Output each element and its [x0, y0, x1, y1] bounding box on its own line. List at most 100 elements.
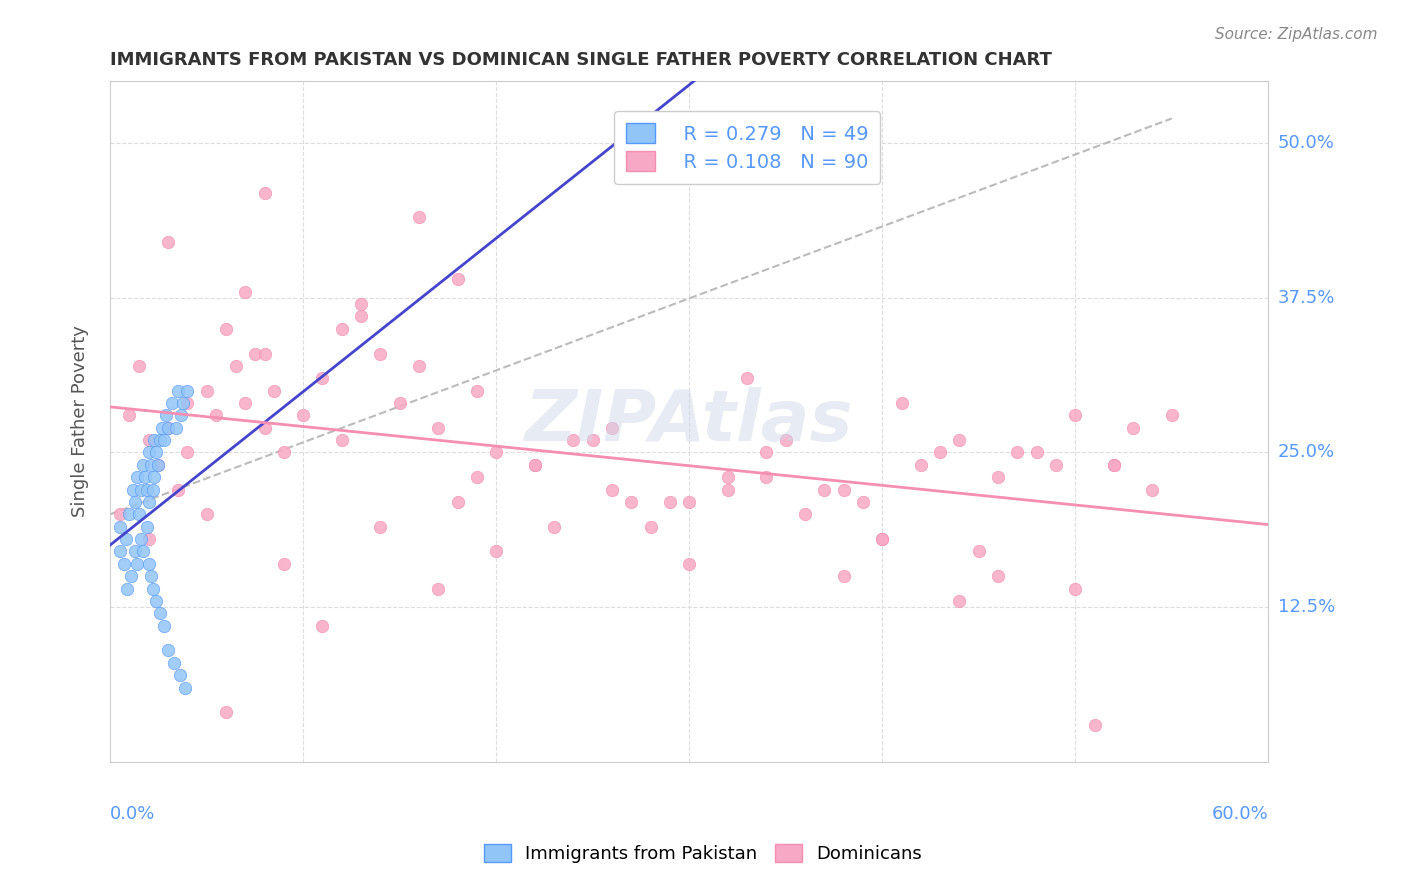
Text: ZIPAtlas: ZIPAtlas: [524, 387, 853, 456]
Point: [910, 458, 932, 472]
Point: [132, 544, 155, 558]
Point: [427, 421, 450, 435]
Point: [160, 396, 183, 410]
Point: [225, 359, 247, 373]
Point: [311, 371, 333, 385]
Point: [562, 433, 585, 447]
Point: [717, 470, 740, 484]
Point: [620, 495, 643, 509]
Point: [330, 433, 353, 447]
Point: [370, 346, 392, 360]
Point: [485, 445, 508, 459]
Point: [987, 569, 1010, 583]
Point: [273, 557, 295, 571]
Point: [253, 186, 276, 200]
Text: 0.0%: 0.0%: [110, 805, 156, 823]
Point: [128, 359, 150, 373]
Point: [543, 519, 565, 533]
Point: [108, 508, 131, 522]
Point: [987, 470, 1010, 484]
Point: [117, 582, 139, 596]
Point: [122, 483, 145, 497]
Point: [139, 569, 162, 583]
Point: [129, 483, 152, 497]
Point: [143, 433, 166, 447]
Point: [253, 421, 276, 435]
Point: [215, 322, 238, 336]
Point: [124, 495, 146, 509]
Text: 50.0%: 50.0%: [1278, 134, 1334, 153]
Point: [174, 681, 197, 695]
Point: [108, 544, 131, 558]
Point: [153, 433, 176, 447]
Point: [156, 421, 179, 435]
Point: [794, 508, 817, 522]
Point: [1083, 717, 1105, 731]
Point: [176, 384, 198, 398]
Point: [135, 483, 157, 497]
Point: [153, 618, 176, 632]
Point: [755, 470, 778, 484]
Point: [138, 445, 160, 459]
Point: [166, 483, 188, 497]
Point: [149, 433, 172, 447]
Point: [170, 409, 193, 423]
Point: [166, 384, 188, 398]
Point: [148, 458, 170, 472]
Point: [205, 409, 228, 423]
Point: [243, 346, 266, 360]
Point: [1102, 458, 1125, 472]
Point: [832, 483, 855, 497]
Point: [292, 409, 315, 423]
Point: [195, 384, 218, 398]
Point: [156, 421, 179, 435]
Point: [1160, 409, 1182, 423]
Point: [523, 458, 546, 472]
Point: [155, 409, 177, 423]
Point: [678, 557, 700, 571]
Point: [446, 272, 468, 286]
Text: 12.5%: 12.5%: [1278, 599, 1336, 616]
Point: [195, 508, 218, 522]
Point: [118, 508, 141, 522]
Point: [156, 235, 179, 249]
Point: [967, 544, 990, 558]
Point: [138, 495, 160, 509]
Point: [929, 445, 952, 459]
Point: [427, 582, 450, 596]
Point: [1007, 445, 1029, 459]
Point: [148, 458, 170, 472]
Point: [132, 458, 155, 472]
Point: [408, 211, 430, 225]
Point: [149, 607, 172, 621]
Point: [1122, 421, 1144, 435]
Point: [890, 396, 912, 410]
Point: [311, 618, 333, 632]
Point: [138, 557, 160, 571]
Point: [582, 433, 605, 447]
Point: [350, 297, 373, 311]
Point: [114, 532, 136, 546]
Point: [141, 582, 163, 596]
Point: [408, 359, 430, 373]
Point: [253, 346, 276, 360]
Point: [135, 519, 157, 533]
Point: [112, 557, 135, 571]
Text: Source: ZipAtlas.com: Source: ZipAtlas.com: [1215, 27, 1378, 42]
Point: [215, 706, 238, 720]
Point: [775, 433, 797, 447]
Point: [465, 384, 488, 398]
Point: [141, 483, 163, 497]
Point: [870, 532, 893, 546]
Point: [165, 421, 187, 435]
Point: [600, 483, 623, 497]
Point: [465, 470, 488, 484]
Point: [1045, 458, 1067, 472]
Point: [108, 519, 131, 533]
Point: [118, 409, 141, 423]
Point: [1064, 409, 1087, 423]
Point: [139, 458, 162, 472]
Point: [658, 495, 681, 509]
Point: [273, 445, 295, 459]
Point: [263, 384, 285, 398]
